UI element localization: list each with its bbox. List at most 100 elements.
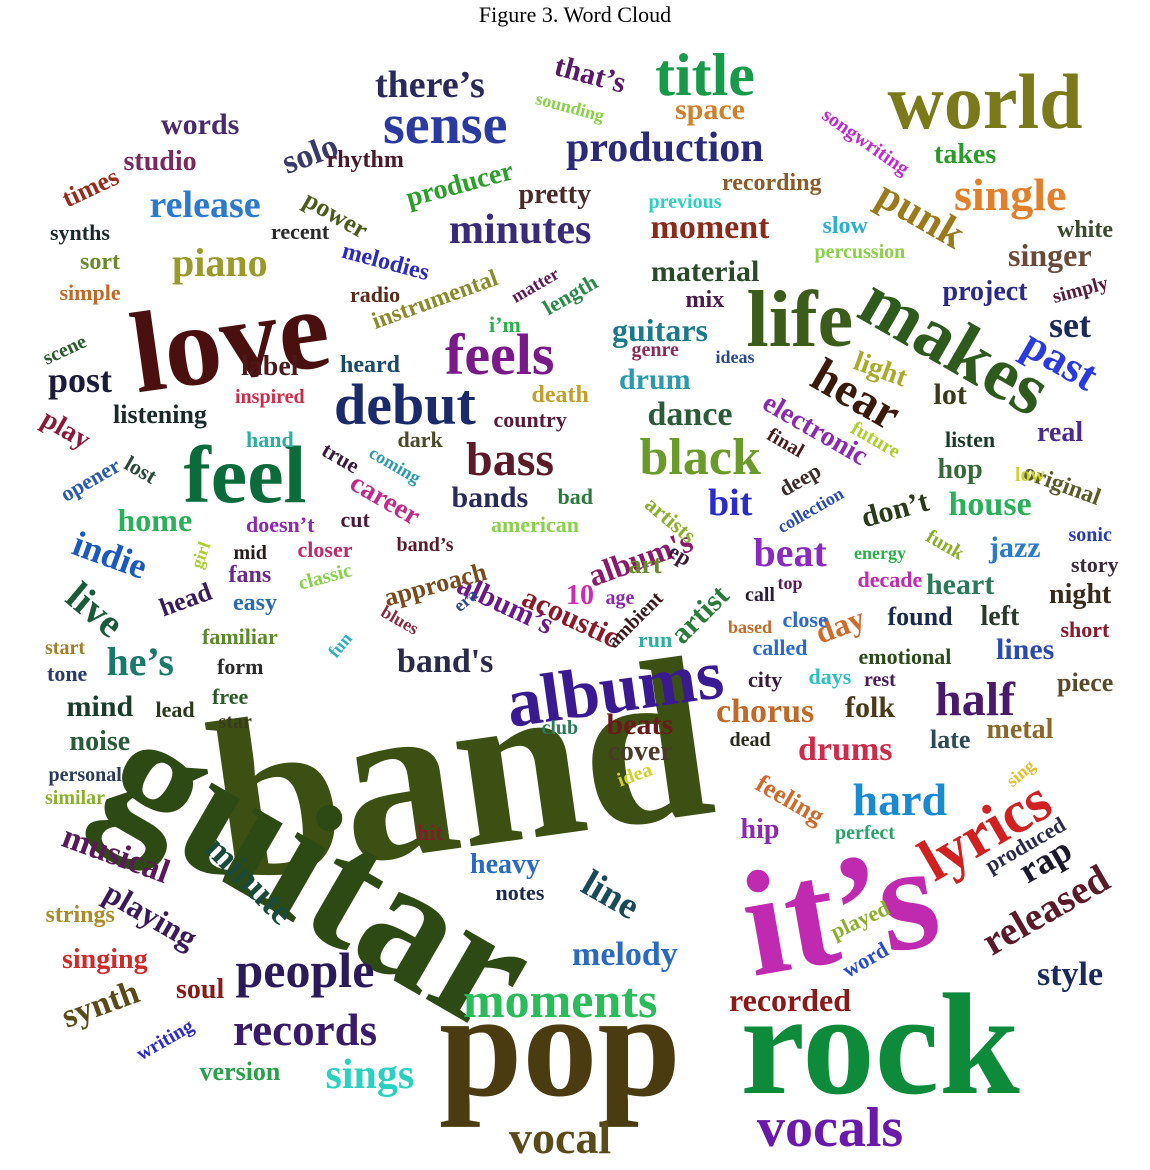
word-chorus: chorus <box>716 693 815 730</box>
word-slow: slow <box>822 213 868 239</box>
word-band-s: band’s <box>396 534 454 556</box>
word-hit: hit <box>417 820 443 845</box>
word-dark: dark <box>397 427 443 452</box>
word-recording: recording <box>722 170 822 196</box>
word-blues: blues <box>377 601 423 639</box>
word-singing: singing <box>62 944 148 975</box>
word-post: post <box>48 360 113 400</box>
word-personal: personal <box>48 764 122 786</box>
word-short: short <box>1060 617 1110 642</box>
word-times: times <box>56 161 123 214</box>
word-low: low <box>1015 464 1045 486</box>
word-familiar: familiar <box>202 624 278 649</box>
word-pretty: pretty <box>518 179 592 210</box>
word-dead: dead <box>729 729 771 751</box>
word-city: city <box>748 667 783 692</box>
word-lines: lines <box>996 633 1055 666</box>
word-heard: heard <box>340 352 400 378</box>
word-form: form <box>217 654 264 679</box>
word-bands: bands <box>451 481 529 514</box>
word-similar: similar <box>45 787 105 809</box>
word-days: days <box>808 664 852 689</box>
word-star: star <box>218 711 252 733</box>
word-material: material <box>651 255 760 288</box>
word-energy: energy <box>854 543 906 563</box>
word-free: free <box>212 684 249 709</box>
word-bit: bit <box>708 482 753 524</box>
word-folk: folk <box>845 691 896 724</box>
word-simple: simple <box>59 280 121 305</box>
word-words: words <box>161 108 240 141</box>
word-head: head <box>154 576 216 623</box>
word-perfect: perfect <box>835 822 895 844</box>
word-late: late <box>930 725 971 754</box>
word-soul: soul <box>176 974 225 1005</box>
word-version: version <box>199 1057 281 1086</box>
word-simply: simply <box>1049 272 1111 308</box>
word-takes: takes <box>934 139 997 170</box>
word-bad: bad <box>557 484 593 509</box>
word-people: people <box>235 942 375 998</box>
word-10: 10 <box>566 580 594 611</box>
word-black: black <box>639 429 761 486</box>
word-mind: mind <box>66 690 134 723</box>
word-decade: decade <box>857 567 923 592</box>
word-listen: listen <box>945 427 996 452</box>
word-drum: drum <box>619 363 691 396</box>
word-inspired: inspired <box>235 386 305 408</box>
word-life: life <box>746 276 854 364</box>
word-dance: dance <box>647 396 733 433</box>
word-white: white <box>1057 217 1113 243</box>
word-pop: pop <box>439 962 681 1128</box>
word-release: release <box>149 184 261 226</box>
word-sonic: sonic <box>1068 524 1112 546</box>
word-melodies: melodies <box>338 237 432 287</box>
word-percussion: percussion <box>814 241 906 263</box>
word-jazz: jazz <box>989 531 1041 564</box>
word-mid: mid <box>233 542 267 564</box>
word-moment: moment <box>650 209 770 246</box>
word-style: style <box>1037 956 1104 993</box>
word-previous: previous <box>648 191 722 213</box>
word-single: single <box>954 169 1067 220</box>
word-beat: beat <box>753 530 827 575</box>
word-genre: genre <box>631 339 679 361</box>
word-rhythm: rhythm <box>326 147 404 173</box>
word-called: called <box>752 635 808 660</box>
word-producer: producer <box>402 155 517 214</box>
word-fans: fans <box>228 562 272 588</box>
word-story: story <box>1071 552 1119 577</box>
word-house: house <box>948 486 1032 523</box>
word-lead: lead <box>155 697 195 722</box>
word-singer: singer <box>1008 237 1092 273</box>
word-top: top <box>777 573 803 593</box>
word-feels: feels <box>445 322 555 387</box>
word-start: start <box>45 637 85 659</box>
word-art: art <box>628 550 662 579</box>
word-doesn-t: doesn’t <box>246 512 315 537</box>
word-left: left <box>980 601 1020 632</box>
word-beats: beats <box>606 708 674 741</box>
word-closer: closer <box>297 537 353 562</box>
word-hard: hard <box>852 774 948 825</box>
word-notes: notes <box>495 880 545 905</box>
word-heart: heart <box>926 568 995 601</box>
word-mix: mix <box>685 287 725 313</box>
word-synth: synth <box>56 973 144 1036</box>
word-debut: debut <box>334 372 476 437</box>
word-tone: tone <box>47 661 88 686</box>
word-feel: feel <box>183 429 307 520</box>
word-piece: piece <box>1057 668 1114 697</box>
word-production: production <box>566 125 764 171</box>
word-don-t: don’t <box>857 484 933 535</box>
word-emotional: emotional <box>858 644 952 669</box>
word-opener: opener <box>55 452 124 507</box>
word-writing: writing <box>132 1014 198 1066</box>
word-cut: cut <box>340 507 370 532</box>
word-easy: easy <box>233 590 277 616</box>
word-that-s: that’s <box>551 49 630 100</box>
word-strings: strings <box>45 902 115 928</box>
word-i-m: i’m <box>489 312 521 337</box>
word-sounding: sounding <box>533 88 607 126</box>
